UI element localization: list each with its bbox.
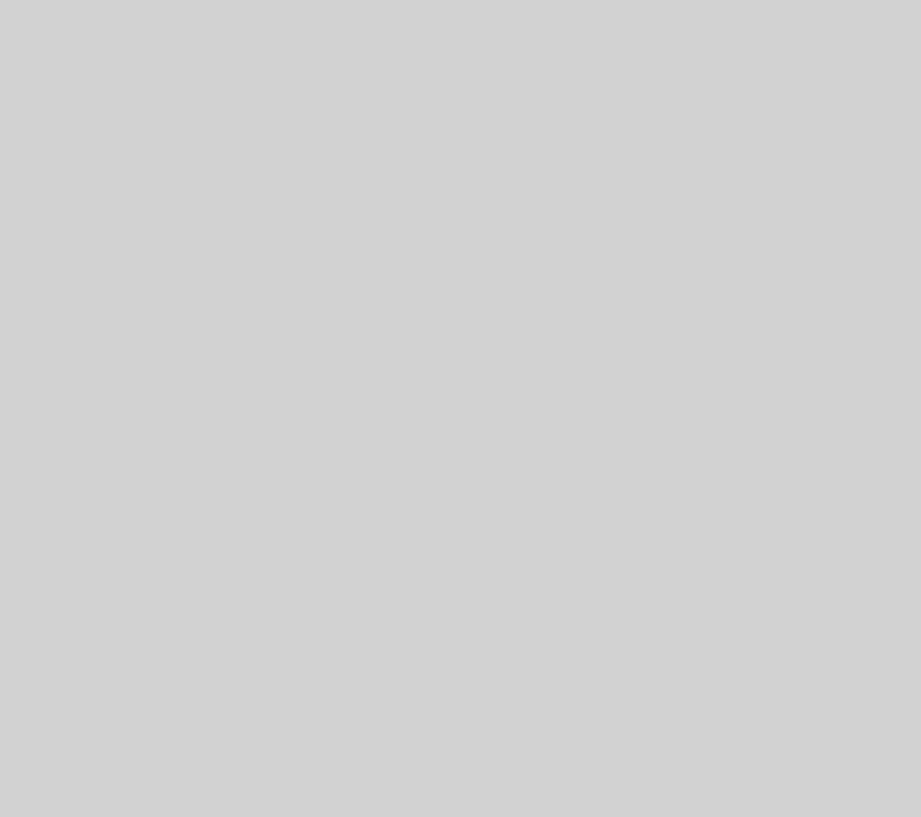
screenshot-canvas [0, 0, 921, 817]
wiring-diagram [0, 0, 921, 817]
